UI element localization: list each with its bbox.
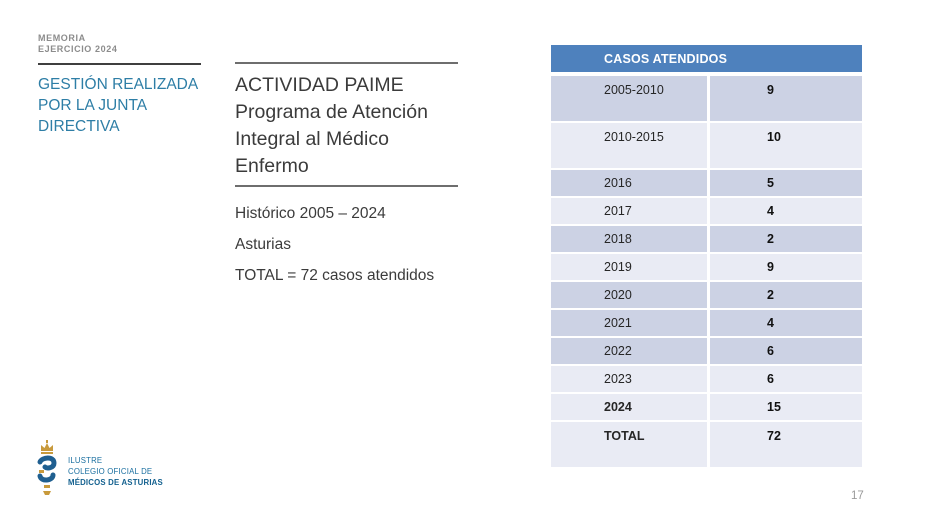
row-value: 15 bbox=[710, 394, 862, 420]
logo-text: ILUSTRE COLEGIO OFICIAL DE MÉDICOS DE AS… bbox=[68, 455, 163, 488]
row-value: 9 bbox=[710, 76, 862, 121]
table-row: 2010-2015 10 bbox=[551, 123, 862, 168]
row-label: 2005-2010 bbox=[551, 76, 707, 121]
logo-line-3: MÉDICOS DE ASTURIAS bbox=[68, 478, 163, 487]
table-row: 2018 2 bbox=[551, 226, 862, 252]
table-row: 2017 4 bbox=[551, 198, 862, 224]
row-value: 6 bbox=[710, 366, 862, 392]
row-value: 2 bbox=[710, 282, 862, 308]
title-divider-top bbox=[235, 62, 458, 64]
logo-line-1: ILUSTRE bbox=[68, 456, 103, 465]
row-label: 2024 bbox=[551, 394, 707, 420]
row-value: 4 bbox=[710, 310, 862, 336]
crown-serpent-icon bbox=[37, 440, 57, 495]
row-value: 6 bbox=[710, 338, 862, 364]
subtitle-asturias: Asturias bbox=[235, 236, 291, 253]
row-label: 2020 bbox=[551, 282, 707, 308]
colegio-medicos-logo: ILUSTRE COLEGIO OFICIAL DE MÉDICOS DE AS… bbox=[34, 440, 163, 496]
page-number: 17 bbox=[851, 490, 864, 502]
slide-title: ACTIVIDAD PAIME Programa de Atención Int… bbox=[235, 74, 428, 177]
row-value: 10 bbox=[710, 123, 862, 168]
row-label: 2016 bbox=[551, 170, 707, 196]
subtitle-total: TOTAL = 72 casos atendidos bbox=[235, 267, 435, 284]
table-row: 2016 5 bbox=[551, 170, 862, 196]
table-row: 2024 15 bbox=[551, 394, 862, 420]
title-divider-bottom bbox=[235, 185, 458, 187]
row-label: 2017 bbox=[551, 198, 707, 224]
row-value: 9 bbox=[710, 254, 862, 280]
casos-atendidos-table: CASOS ATENDIDOS 2005-2010 9 2010-2015 10 201… bbox=[551, 45, 862, 469]
table-row: 2021 4 bbox=[551, 310, 862, 336]
memoria-kicker: MEMORIA EJERCICIO 2024 bbox=[38, 33, 118, 54]
row-value: 2 bbox=[710, 226, 862, 252]
row-label: 2019 bbox=[551, 254, 707, 280]
row-label: 2018 bbox=[551, 226, 707, 252]
row-label: 2022 bbox=[551, 338, 707, 364]
row-label: 2010-2015 bbox=[551, 123, 707, 168]
table-row: 2023 6 bbox=[551, 366, 862, 392]
section-title: GESTIÓN REALIZADA POR LA JUNTA DIRECTIVA bbox=[38, 76, 198, 135]
row-label: 2021 bbox=[551, 310, 707, 336]
row-value: 5 bbox=[710, 170, 862, 196]
row-label: 2023 bbox=[551, 366, 707, 392]
table-body: 2005-2010 9 2010-2015 10 2016 5 2017 4 2018 2 2019… bbox=[551, 76, 862, 467]
table-row: 2020 2 bbox=[551, 282, 862, 308]
kicker-divider bbox=[38, 63, 201, 65]
row-value: 4 bbox=[710, 198, 862, 224]
row-value: 72 bbox=[710, 422, 862, 467]
logo-line-2: COLEGIO OFICIAL DE bbox=[68, 467, 153, 476]
row-label: TOTAL bbox=[551, 422, 707, 467]
subtitle-block: Histórico 2005 – 2024 Asturias TOTAL = 7… bbox=[235, 198, 515, 291]
table-header: CASOS ATENDIDOS bbox=[551, 45, 862, 72]
table-row: 2019 9 bbox=[551, 254, 862, 280]
table-row: TOTAL 72 bbox=[551, 422, 862, 467]
table-row: 2005-2010 9 bbox=[551, 76, 862, 121]
subtitle-historico: Histórico 2005 – 2024 bbox=[235, 205, 386, 222]
table-row: 2022 6 bbox=[551, 338, 862, 364]
